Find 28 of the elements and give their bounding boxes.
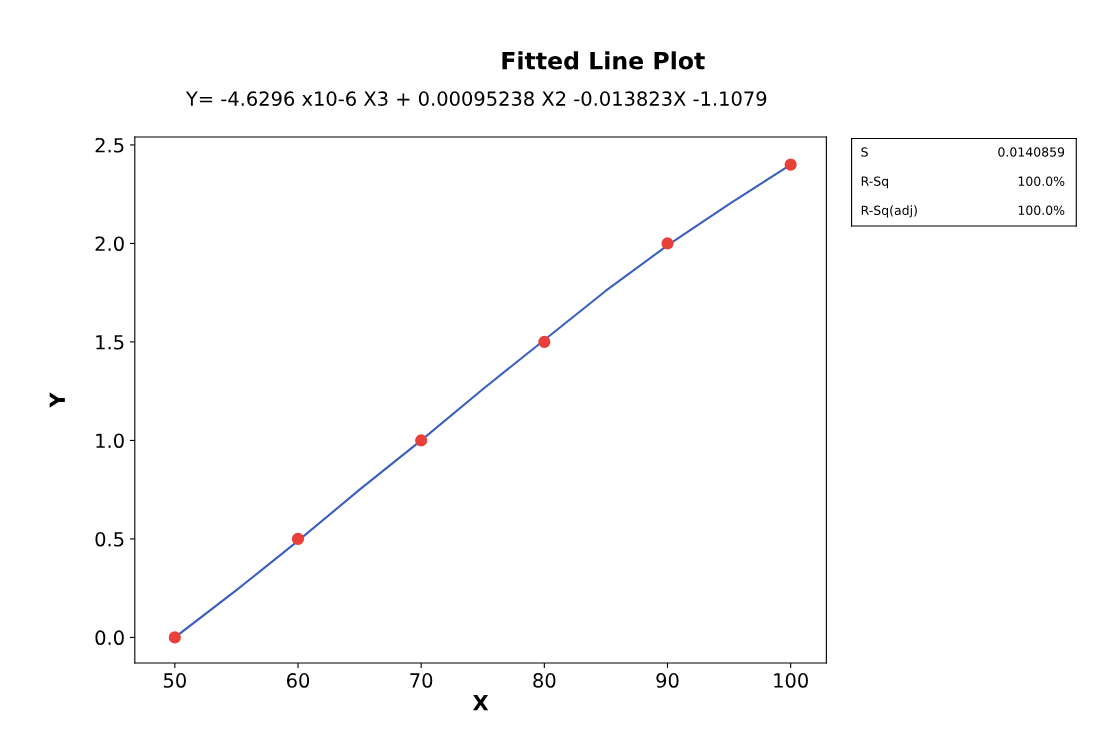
x-tick-label: 70 <box>410 673 433 688</box>
chart-title: Fitted Line Plot <box>502 51 705 70</box>
y-tick-label: 1.0 <box>96 433 124 449</box>
text: 100.0% <box>1018 205 1065 216</box>
point <box>415 434 428 447</box>
x-axis-title: X <box>472 694 489 711</box>
x-tick-label: 50 <box>163 673 186 688</box>
point <box>168 631 181 644</box>
y-tick-label: 2.0 <box>95 236 124 252</box>
y-tick-label: 2.5 <box>95 137 124 153</box>
y-tick-label: 0.0 <box>95 630 124 646</box>
x-tick-label: 100 <box>774 673 808 688</box>
x-tick-label: 80 <box>533 673 556 688</box>
text: R-Sq(adj) <box>861 205 917 218</box>
text: R-Sq <box>861 176 889 189</box>
y-axis-title: Y <box>49 392 65 408</box>
chart-subtitle: Y= -4.6296 x10-6 X3 + 0.00095238 X2 -0.013823X -1.1079 <box>185 91 767 106</box>
point <box>661 237 674 250</box>
text: 100.0% <box>1018 176 1065 186</box>
x-tick-label: 60 <box>286 673 310 688</box>
text: S <box>861 147 868 157</box>
point <box>784 158 797 171</box>
x-tick-label: 90 <box>656 673 679 688</box>
point <box>291 532 305 545</box>
point <box>538 335 551 348</box>
y-tick-label: 0.5 <box>95 531 124 547</box>
text: 0.0140859 <box>998 147 1065 157</box>
y-tick-label: 1.5 <box>96 335 124 350</box>
